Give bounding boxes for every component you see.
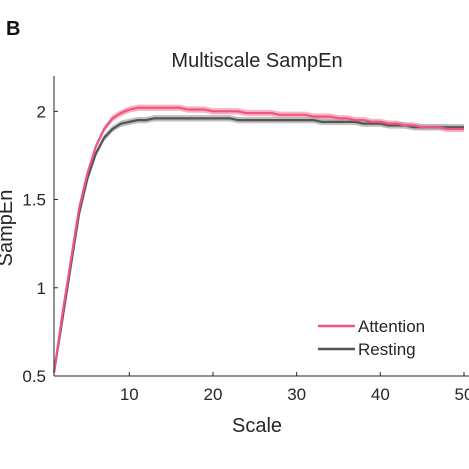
- y-axis-label: SampEn: [0, 190, 17, 267]
- x-tick-label: 10: [120, 385, 139, 404]
- x-tick-label: 40: [371, 385, 390, 404]
- attention-legend-label: Attention: [358, 317, 425, 336]
- axes: [53, 76, 469, 377]
- attention-line: [52, 106, 464, 373]
- resting-legend-label: Resting: [358, 340, 416, 359]
- y-tick-label: 2: [37, 102, 46, 121]
- y-tick-label: 1.5: [22, 191, 46, 210]
- series-lines: [52, 106, 464, 373]
- legend: Attention Resting: [318, 317, 425, 359]
- x-tick-label: 50: [455, 385, 469, 404]
- x-tick-label: 30: [287, 385, 306, 404]
- y-tick-label: 0.5: [22, 367, 46, 386]
- panel-label: B: [6, 18, 21, 40]
- tick-labels: 10 20 30 40 50 0.5 1 1.5 2: [22, 102, 469, 404]
- chart-title: Multiscale SampEn: [171, 50, 342, 72]
- y-tick-label: 1: [37, 279, 46, 298]
- x-tick-label: 20: [204, 385, 223, 404]
- x-axis-label: Scale: [232, 415, 282, 437]
- resting-line: [52, 117, 464, 373]
